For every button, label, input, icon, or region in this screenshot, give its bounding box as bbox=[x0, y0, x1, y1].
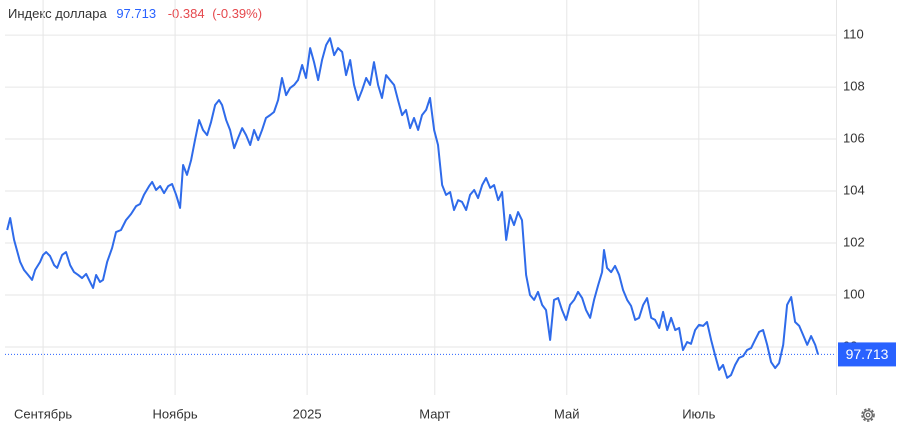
y-tick-label: 100 bbox=[843, 286, 865, 301]
last-price-label: 97.713 bbox=[846, 346, 889, 362]
y-tick-label: 108 bbox=[843, 79, 865, 94]
x-tick-label: Ноябрь bbox=[153, 406, 198, 421]
header: Индекс доллара 97.713 -0.384 (-0.39%) bbox=[8, 6, 262, 21]
gear-body bbox=[862, 409, 874, 421]
price: 97.713 bbox=[116, 6, 156, 21]
x-tick-label: Июль bbox=[682, 406, 715, 421]
change: -0.384 bbox=[168, 6, 205, 21]
gear-hub bbox=[865, 412, 871, 418]
x-tick-label: 2025 bbox=[293, 406, 322, 421]
last-price-tag bbox=[838, 342, 896, 367]
chart-title: Индекс доллара bbox=[8, 6, 107, 21]
y-tick-label: 104 bbox=[843, 182, 865, 197]
price-line bbox=[6, 37, 819, 379]
x-tick-label: Сентябрь bbox=[14, 406, 72, 421]
settings-button[interactable] bbox=[861, 408, 875, 422]
change-percent: (-0.39%) bbox=[212, 6, 262, 21]
y-tick-label: 106 bbox=[843, 130, 865, 145]
y-tick-label: 110 bbox=[843, 27, 864, 42]
y-tick-label: 102 bbox=[843, 234, 865, 249]
x-tick-label: Май bbox=[554, 406, 579, 421]
gear-teeth bbox=[861, 408, 875, 422]
x-tick-label: Март bbox=[419, 406, 450, 421]
